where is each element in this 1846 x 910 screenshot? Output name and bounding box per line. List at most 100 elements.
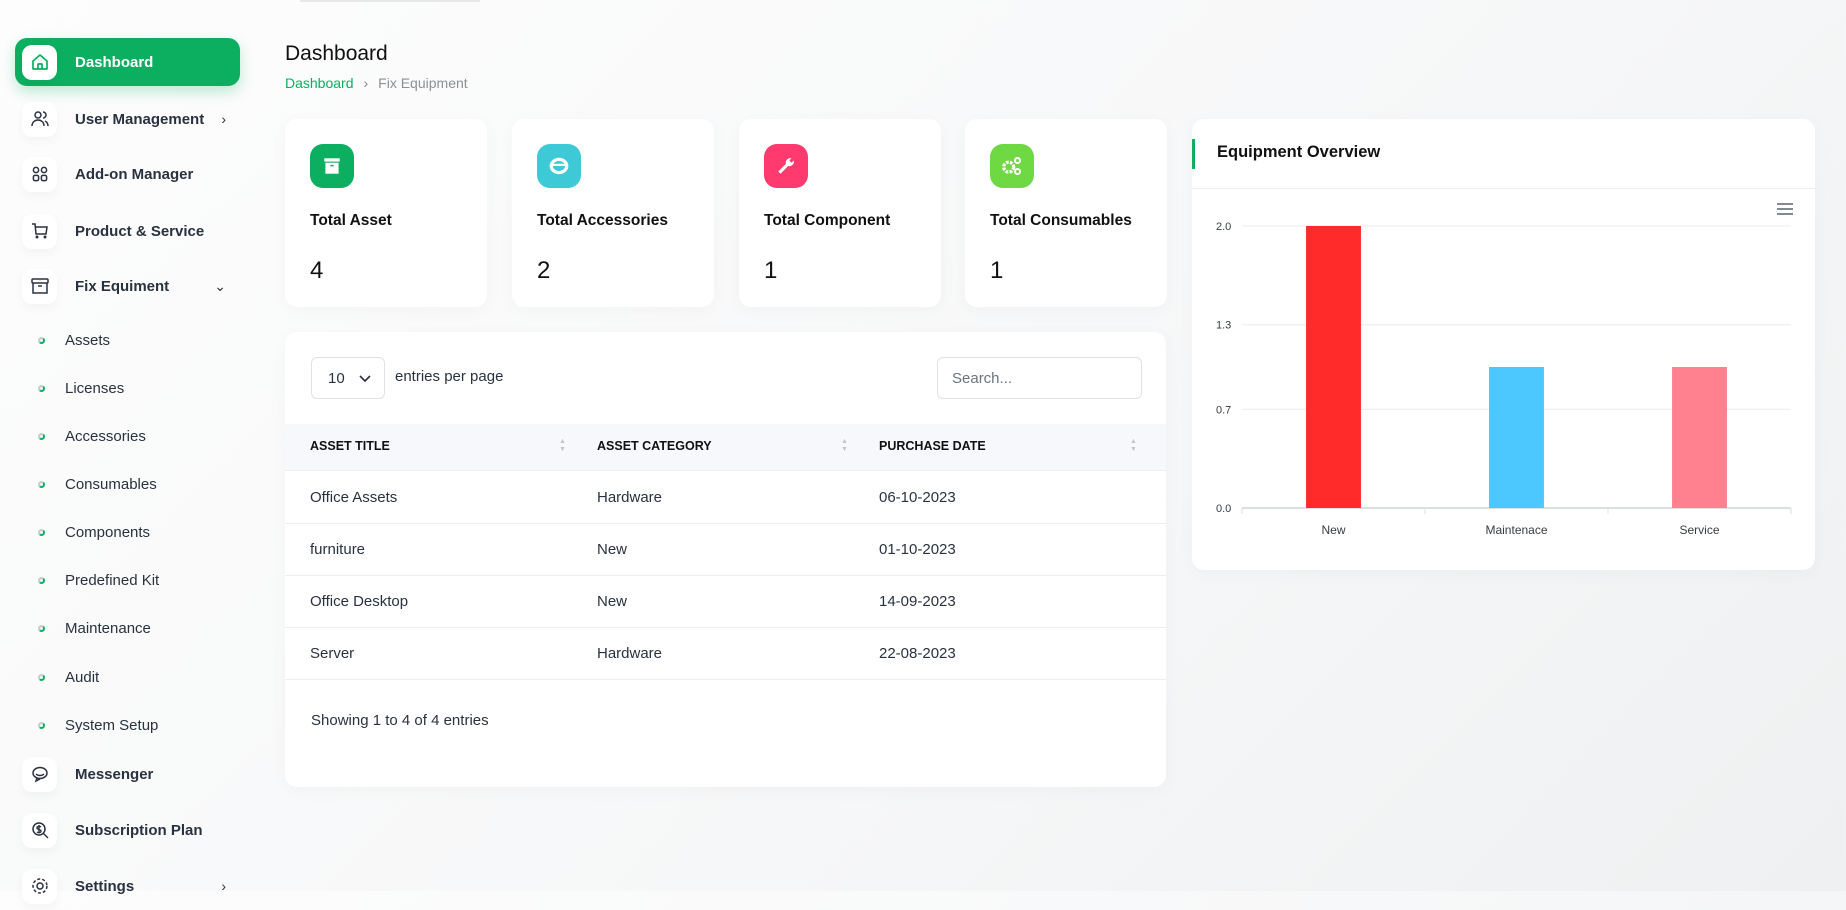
y-tick-label: 0.0 bbox=[1216, 503, 1231, 515]
sidebar-item-add-on-manager[interactable]: Add-on Manager bbox=[15, 150, 240, 198]
stat-card-total-component[interactable]: Total Component 1 bbox=[739, 119, 941, 307]
page-title: Dashboard bbox=[285, 42, 388, 65]
bar-service bbox=[1672, 367, 1727, 508]
sidebar-item-label: Add-on Manager bbox=[75, 165, 194, 183]
stat-label: Total Accessories bbox=[537, 212, 668, 229]
table-row[interactable]: furniture New 01-10-2023 bbox=[285, 524, 1166, 576]
breadcrumb: Dashboard › Fix Equipment bbox=[285, 75, 468, 91]
sort-icon[interactable]: ▲ ▼ bbox=[559, 438, 566, 453]
wrench-icon bbox=[764, 144, 808, 188]
stat-value: 4 bbox=[310, 257, 324, 284]
sidebar-subitem-label: Components bbox=[65, 523, 151, 541]
sidebar-item-product-service[interactable]: Product & Service bbox=[15, 207, 240, 255]
stat-label: Total Component bbox=[764, 212, 891, 229]
top-bar-edge bbox=[300, 0, 480, 2]
column-asset-title[interactable]: ASSET TITLE bbox=[310, 439, 390, 453]
y-tick-label: 1.3 bbox=[1216, 320, 1231, 332]
chevron-down-icon: ⌄ bbox=[214, 277, 226, 294]
table-cell: 06-10-2023 bbox=[879, 489, 956, 506]
subscription-search-icon bbox=[22, 812, 57, 848]
entries-per-page-label: entries per page bbox=[395, 368, 504, 385]
sidebar-item-label: Settings bbox=[75, 877, 135, 895]
sidebar-item-settings[interactable]: Settings › bbox=[15, 862, 240, 910]
accent-bar bbox=[1192, 139, 1195, 169]
entries-value: 10 bbox=[328, 369, 345, 387]
sidebar-subitem-predefined-kit[interactable]: Predefined Kit bbox=[38, 565, 159, 595]
sidebar-item-user-management[interactable]: User Management › bbox=[15, 95, 240, 143]
table-cell: Hardware bbox=[597, 489, 663, 506]
home-icon bbox=[22, 44, 57, 80]
bullet-icon bbox=[38, 432, 45, 440]
column-purchase-date[interactable]: PURCHASE DATE bbox=[879, 439, 986, 453]
hamburger-menu-icon[interactable] bbox=[1776, 202, 1794, 216]
search-input[interactable] bbox=[937, 357, 1142, 399]
sidebar-subitem-licenses[interactable]: Licenses bbox=[38, 373, 124, 403]
bullet-icon bbox=[38, 384, 45, 392]
table-row[interactable]: Office Assets Hardware 06-10-2023 bbox=[285, 472, 1166, 524]
sidebar-subitem-label: System Setup bbox=[65, 716, 159, 734]
sidebar-subitem-label: Assets bbox=[65, 331, 111, 349]
card-title: Equipment Overview bbox=[1217, 143, 1381, 161]
sidebar-subitem-label: Audit bbox=[65, 668, 100, 686]
stat-card-total-asset[interactable]: Total Asset 4 bbox=[285, 119, 487, 307]
chevron-right-icon: › bbox=[221, 111, 226, 127]
table-cell: New bbox=[597, 541, 628, 558]
sidebar-subitem-label: Accessories bbox=[65, 427, 146, 445]
chevron-down-icon bbox=[359, 370, 371, 387]
sidebar-item-label: Product & Service bbox=[75, 222, 205, 240]
apps-icon bbox=[22, 156, 57, 192]
table-header: ASSET TITLE ▲ ▼ ASSET CATEGORY ▲ ▼ PURCHAS… bbox=[285, 424, 1166, 471]
archive-icon bbox=[310, 144, 354, 188]
table-row[interactable]: Server Hardware 22-08-2023 bbox=[285, 628, 1166, 680]
gear-icon bbox=[22, 868, 57, 904]
sidebar-item-messenger[interactable]: Messenger bbox=[15, 750, 240, 798]
sort-icon[interactable]: ▲ ▼ bbox=[1130, 438, 1137, 453]
sidebar-item-subscription-plan[interactable]: Subscription Plan bbox=[15, 806, 240, 854]
sidebar-subitem-label: Licenses bbox=[65, 379, 125, 397]
sort-icon[interactable]: ▲ ▼ bbox=[841, 438, 848, 453]
ring-icon bbox=[537, 144, 581, 188]
sidebar-subitem-label: Consumables bbox=[65, 475, 157, 493]
entries-per-page-select[interactable]: 10 bbox=[311, 357, 385, 399]
x-tick-label: Maintenace bbox=[1485, 523, 1547, 537]
archive-icon bbox=[22, 268, 57, 304]
sidebar-subitem-components[interactable]: Components bbox=[38, 517, 150, 547]
breadcrumb-current: Fix Equipment bbox=[378, 75, 468, 91]
sidebar-item-label: Dashboard bbox=[75, 53, 154, 71]
stat-card-total-accessories[interactable]: Total Accessories 2 bbox=[512, 119, 714, 307]
sidebar-subitem-assets[interactable]: Assets bbox=[38, 325, 110, 355]
table-cell: Server bbox=[310, 645, 355, 662]
sidebar-subitem-system-setup[interactable]: System Setup bbox=[38, 710, 158, 740]
bullet-icon bbox=[38, 673, 45, 681]
bullet-icon bbox=[38, 624, 45, 632]
table-cell: 01-10-2023 bbox=[879, 541, 956, 558]
table-row[interactable]: Office Desktop New 14-09-2023 bbox=[285, 576, 1166, 628]
equipment-bar-chart: 0.0 0.7 1.3 2.0 New Maintenace Service bbox=[1216, 221, 1792, 537]
sidebar-item-fix-equiment[interactable]: Fix Equiment ⌄ bbox=[15, 262, 240, 310]
y-tick-label: 2.0 bbox=[1216, 221, 1231, 233]
gears-icon bbox=[990, 144, 1034, 188]
sidebar-item-label: Messenger bbox=[75, 765, 154, 783]
sidebar-subitem-audit[interactable]: Audit bbox=[38, 662, 99, 692]
bullet-icon bbox=[38, 480, 45, 488]
table-cell: Office Desktop bbox=[310, 593, 409, 610]
sidebar-subitem-consumables[interactable]: Consumables bbox=[38, 469, 157, 499]
y-tick-label: 0.7 bbox=[1216, 404, 1231, 416]
sidebar-item-dashboard[interactable]: Dashboard bbox=[15, 38, 240, 86]
stat-card-total-consumables[interactable]: Total Consumables 1 bbox=[965, 119, 1167, 307]
table-info: Showing 1 to 4 of 4 entries bbox=[311, 712, 489, 729]
x-tick-label: New bbox=[1321, 523, 1345, 537]
card-divider bbox=[1192, 188, 1815, 189]
bullet-icon bbox=[38, 721, 45, 729]
sidebar-subitem-maintenance[interactable]: Maintenance bbox=[38, 613, 151, 643]
equipment-overview-card: Equipment Overview 0.0 0.7 1.3 2.0 New Mainte… bbox=[1192, 119, 1815, 570]
breadcrumb-dashboard[interactable]: Dashboard bbox=[285, 75, 354, 91]
cart-icon bbox=[22, 213, 57, 249]
column-asset-category[interactable]: ASSET CATEGORY bbox=[597, 439, 712, 453]
table-cell: New bbox=[597, 593, 628, 610]
bullet-icon bbox=[38, 528, 45, 536]
users-icon bbox=[22, 101, 57, 137]
table-cell: 14-09-2023 bbox=[879, 593, 956, 610]
sidebar-subitem-accessories[interactable]: Accessories bbox=[38, 421, 146, 451]
table-cell: Office Assets bbox=[310, 489, 398, 506]
